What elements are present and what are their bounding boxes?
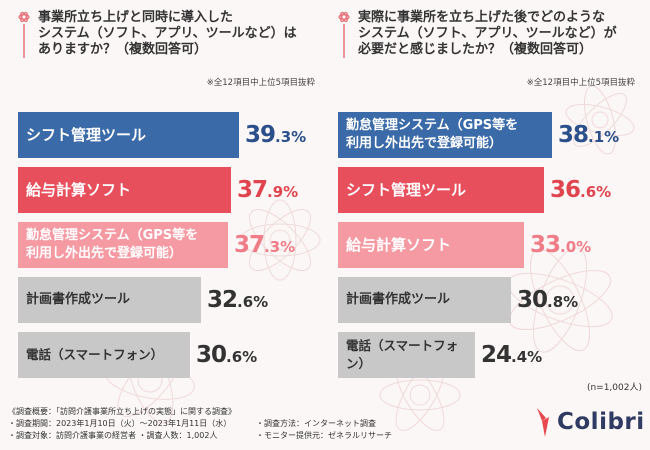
survey-title: 《調査概要：「訪問介護事業所立ち上げの実態」に関する調査》: [8, 407, 236, 416]
bar-label: 勤怠管理システム（GPS等を 利用し外出先で登録可能）: [26, 228, 199, 261]
bar-value-label: 36.6%: [550, 167, 611, 213]
value-decimal: .3%: [264, 238, 296, 256]
colibri-logo: Colibri: [533, 402, 645, 442]
bar-label: シフト管理ツール: [26, 126, 147, 144]
bar-value-label: 38.1%: [558, 112, 619, 158]
value-decimal: .1%: [588, 128, 620, 146]
survey-target-and-count: ・調査対象：訪問介護事業の経営者 ・調査人数：1,002人: [8, 430, 256, 442]
survey-provider: ・モニター提供元：ゼネラルリサーチ: [256, 431, 392, 440]
survey-count: ・調査人数：1,002人: [138, 431, 218, 440]
bar-value-label: 39.3%: [245, 112, 306, 158]
bar-label: 給与計算ソフト: [26, 181, 132, 199]
value-decimal: .3%: [275, 128, 307, 146]
value-decimal: .6%: [237, 293, 269, 311]
bar-row: シフト管理ツール 39.3%: [18, 112, 323, 158]
value-decimal: .6%: [226, 348, 258, 366]
bar-row: 電話（スマートフォン） 24.4%: [338, 332, 643, 378]
value-decimal: .8%: [547, 293, 579, 311]
value-integer: 24: [481, 342, 512, 368]
bar-row: 勤怠管理システム（GPS等を 利用し外出先で登録可能） 37.3%: [18, 222, 323, 268]
flower-question-icon: [338, 11, 350, 58]
bar: 給与計算ソフト: [18, 167, 231, 213]
flower-question-icon: [18, 11, 30, 58]
bar-row: 給与計算ソフト 33.0%: [338, 222, 643, 268]
bar-label: 給与計算ソフト: [346, 236, 452, 254]
bar-row: 勤怠管理システム（GPS等を 利用し外出先で登録可能） 38.1%: [338, 112, 643, 158]
bar-row: 計画書作成ツール 32.6%: [18, 277, 323, 323]
sample-size: (n=1,002人): [586, 383, 642, 393]
bar: シフト管理ツール: [338, 167, 544, 213]
bar-value-label: 37.9%: [237, 167, 298, 213]
survey-target: ・調査対象：訪問介護事業の経営者: [8, 431, 136, 440]
right-chart-panel: 実際に事業所を立ち上げた後でどのような システム（ソフト、アプリ、ツールなど）が…: [330, 8, 645, 378]
bar: 計画書作成ツール: [18, 277, 201, 323]
value-integer: 33: [530, 232, 561, 258]
value-integer: 30: [196, 342, 227, 368]
value-integer: 32: [207, 287, 238, 313]
value-integer: 39: [245, 122, 276, 148]
note-text: ※全12項目中上位5項目抜粋: [526, 78, 635, 88]
bar-label: シフト管理ツール: [346, 181, 467, 199]
bar-row: 計画書作成ツール 30.8%: [338, 277, 643, 323]
bar: 電話（スマートフォン）: [338, 332, 475, 378]
bar: 勤怠管理システム（GPS等を 利用し外出先で登録可能）: [18, 222, 228, 268]
bar-row: 給与計算ソフト 37.9%: [18, 167, 323, 213]
question-text: 実際に事業所を立ち上げた後でどのような システム（ソフト、アプリ、ツールなど）が…: [358, 10, 617, 57]
bar-label: 電話（スマートフォン）: [26, 347, 164, 362]
value-decimal: .6%: [580, 183, 612, 201]
bar: 勤怠管理システム（GPS等を 利用し外出先で登録可能）: [338, 112, 552, 158]
bar-label: 計画書作成ツール: [346, 292, 451, 307]
bar: シフト管理ツール: [18, 112, 239, 158]
value-integer: 30: [517, 287, 548, 313]
bar-value-label: 30.6%: [196, 332, 257, 378]
bar-value-label: 30.8%: [517, 277, 578, 323]
bar-row: シフト管理ツール 36.6%: [338, 167, 643, 213]
survey-summary: 《調査概要：「訪問介護事業所立ち上げの実態」に関する調査》 ・調査期間：2023…: [8, 406, 428, 442]
bar-value-label: 32.6%: [207, 277, 268, 323]
bar-label: 勤怠管理システム（GPS等を 利用し外出先で登録可能）: [346, 118, 519, 151]
value-integer: 36: [550, 177, 581, 203]
logo-text: Colibri: [557, 409, 645, 435]
bar-value-label: 24.4%: [481, 332, 542, 378]
survey-period: ・調査期間：2023年1月10日（火）～2023年1月11日（水）: [8, 419, 232, 428]
value-integer: 37: [234, 232, 265, 258]
left-chart-panel: 事業所立ち上げと同時に導入した システム（ソフト、アプリ、ツールなど）は ありま…: [10, 8, 325, 378]
bar-value-label: 37.3%: [234, 222, 295, 268]
survey-method: ・調査方法：インターネット調査: [256, 419, 376, 428]
bar-value-label: 33.0%: [530, 222, 591, 268]
value-integer: 37: [237, 177, 268, 203]
bar: 給与計算ソフト: [338, 222, 524, 268]
value-decimal: .4%: [511, 348, 543, 366]
question-text: 事業所立ち上げと同時に導入した システム（ソフト、アプリ、ツールなど）は ありま…: [38, 10, 297, 57]
value-decimal: .0%: [560, 238, 592, 256]
bar-label: 計画書作成ツール: [26, 292, 131, 307]
note-text: ※全12項目中上位5項目抜粋: [206, 78, 315, 88]
bar-label: 電話（スマートフォン）: [346, 338, 459, 371]
bar: 電話（スマートフォン）: [18, 332, 190, 378]
bar: 計画書作成ツール: [338, 277, 511, 323]
hummingbird-logo-icon: [537, 408, 549, 437]
bar-row: 電話（スマートフォン） 30.6%: [18, 332, 323, 378]
value-decimal: .9%: [267, 183, 299, 201]
value-integer: 38: [558, 122, 589, 148]
